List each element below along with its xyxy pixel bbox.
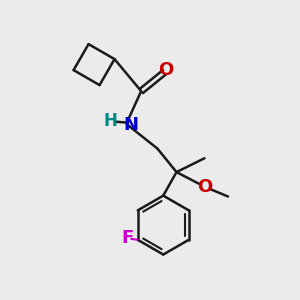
Text: O: O: [197, 178, 212, 196]
Text: F: F: [121, 229, 134, 247]
Text: H: H: [103, 112, 117, 130]
Text: O: O: [159, 61, 174, 80]
Text: N: N: [123, 116, 138, 134]
